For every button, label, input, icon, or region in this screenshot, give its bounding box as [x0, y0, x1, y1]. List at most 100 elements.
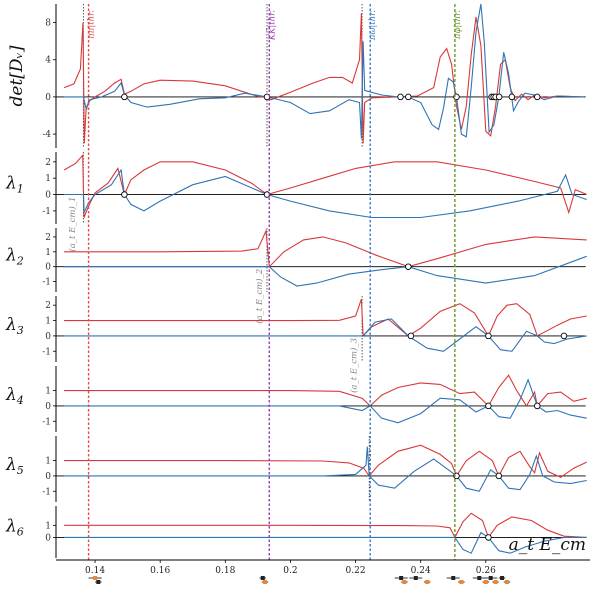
marker-point	[260, 576, 265, 580]
y-tick-label: 0	[45, 191, 51, 201]
series-imag	[64, 255, 587, 287]
y-tick-label: 1	[45, 317, 51, 327]
y-tick-label: -4	[42, 130, 51, 140]
zero-marker	[485, 402, 492, 410]
marker-point	[500, 576, 505, 580]
panel-lambda-4: -1 0 1 λ4	[5, 366, 587, 432]
threshold-label: KK̄|thr.	[266, 10, 278, 41]
zero-marker	[263, 93, 271, 101]
series-imag	[64, 3, 584, 139]
panel-label: λ6	[5, 516, 24, 538]
panel-label: λ5	[5, 455, 24, 477]
panel-det: -4 0 4 8 det[Dᵥ]	[7, 3, 586, 148]
x-tick-label: 0.24	[411, 566, 431, 576]
y-tick-label: 0	[45, 402, 51, 412]
panels: -4 0 4 8 det[Dᵥ] -1 0 1 2 λ1 (a_t E_cm)_1 -1 0 1 2 λ2 (a…	[5, 3, 587, 558]
marker-point	[263, 580, 268, 584]
series-real	[64, 374, 587, 408]
y-tick-label: 0	[45, 332, 51, 342]
panel-lambda-1: -1 0 1 2 λ1 (a_t E_cm)_1	[5, 152, 587, 252]
x-tick-label: 0.22	[346, 566, 366, 576]
panel-lambda-5: -1 0 1 λ5	[5, 436, 587, 502]
marker-point	[477, 576, 482, 580]
y-tick-label: -1	[42, 278, 51, 288]
zero-marker	[495, 472, 503, 480]
y-tick-label: 0	[45, 263, 51, 273]
y-tick-label: 8	[45, 19, 51, 29]
series-real	[64, 298, 587, 338]
x-tick-label: 0.2	[283, 566, 297, 576]
y-tick-label: 0	[45, 93, 51, 103]
series-imag	[64, 446, 587, 492]
panel-label: λ1	[5, 174, 24, 196]
marker-point	[493, 580, 498, 584]
y-tick-label: -1	[42, 207, 51, 217]
y-tick-label: 0	[45, 472, 51, 482]
y-tick-label: 2	[45, 158, 51, 168]
y-tick-label: 1	[45, 521, 51, 531]
marker-point	[96, 580, 101, 584]
marker-point	[93, 576, 98, 580]
threshold-annotation: (a_t E_cm)_3	[348, 338, 359, 393]
y-tick-label: 1	[45, 457, 51, 467]
panel-label: λ4	[5, 385, 24, 407]
series-real	[64, 444, 587, 479]
zero-marker	[405, 263, 412, 270]
panel-label: λ3	[5, 315, 24, 337]
zero-marker	[485, 534, 492, 541]
threshold-annotation: (a_t E_cm)_1	[67, 197, 78, 252]
y-tick-label: -1	[42, 347, 51, 357]
x-tick-label: 0.26	[476, 566, 496, 576]
zero-marker	[407, 332, 415, 340]
zero-marker	[534, 93, 541, 101]
panel-label: det[Dᵥ]	[7, 45, 27, 106]
series-real	[64, 228, 587, 268]
marker-point	[504, 580, 509, 584]
marker-point	[483, 580, 488, 584]
y-tick-label: 1	[45, 174, 51, 184]
panel-lambda-3: -1 0 1 2 λ3 (a_t E_cm)_3	[5, 296, 587, 393]
y-tick-label: 2	[45, 233, 51, 243]
bottom-markers	[88, 576, 511, 584]
threshold-label: ππ|thr.	[87, 10, 97, 40]
marker-point	[413, 576, 418, 580]
series-imag	[64, 378, 587, 424]
x-tick-label: 0.18	[215, 566, 235, 576]
y-tick-label: 4	[45, 56, 51, 66]
threshold-annotation: (a_t E_cm)_2	[254, 269, 265, 324]
marker-point	[451, 576, 456, 580]
y-tick-label: 1	[45, 248, 51, 258]
zero-marker	[405, 93, 412, 101]
marker-point	[399, 576, 404, 580]
panel-lambda-2: -1 0 1 2 λ2 (a_t E_cm)_2	[5, 228, 587, 324]
y-tick-label: 1	[45, 387, 51, 397]
x-tick-label: 0.14	[85, 566, 105, 576]
zero-marker	[121, 191, 128, 198]
series-imag	[64, 168, 587, 219]
marker-point	[459, 580, 464, 584]
threshold-lines: ππ|thr. KK̄|thr. πω|thr. πφ|thr.	[87, 4, 463, 560]
series-imag	[64, 318, 587, 352]
y-tick-label: 0	[45, 533, 51, 543]
x-axis: 0.14 0.16 0.18 0.2 0.22 0.24 0.26 a_t E_cm	[56, 535, 590, 576]
threshold-label: πφ|thr.	[453, 10, 463, 40]
marker-point	[488, 576, 493, 580]
y-tick-label: -1	[42, 487, 51, 497]
series-real	[63, 13, 584, 144]
zero-marker	[534, 402, 541, 410]
threshold-label: πω|thr.	[368, 10, 378, 41]
panel-lambda-6: 0 1 λ6	[5, 506, 587, 558]
zero-marker	[560, 332, 568, 340]
zero-marker	[397, 93, 404, 101]
x-axis-label: a_t E_cm	[509, 535, 586, 555]
y-tick-label: -1	[42, 417, 51, 427]
x-tick-label: 0.16	[150, 566, 170, 576]
zero-marker	[485, 332, 492, 340]
zero-marker	[495, 93, 503, 101]
zero-marker	[508, 93, 516, 101]
y-tick-label: 2	[45, 301, 51, 311]
zero-marker	[121, 93, 128, 101]
marker-point	[425, 580, 430, 584]
series-real	[63, 153, 587, 218]
